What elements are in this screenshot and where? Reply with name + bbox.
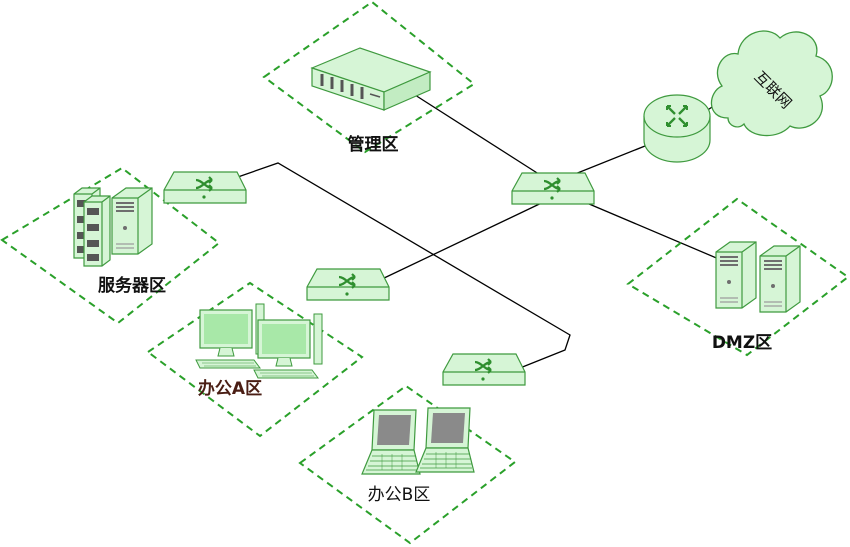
desktop-pc-icon <box>195 303 265 369</box>
tower-server-icon <box>111 187 153 255</box>
router-icon <box>643 94 711 163</box>
tower-server-icon <box>759 245 801 313</box>
zone-server <box>0 166 221 325</box>
laptop-icon <box>361 409 421 475</box>
office-b-switch <box>441 352 527 387</box>
network-links <box>234 89 741 371</box>
cloud-icon <box>710 30 833 137</box>
laptop-icon <box>415 407 475 473</box>
office-a-switch <box>305 267 391 302</box>
link-office-b-switch <box>234 162 571 371</box>
router <box>643 94 711 163</box>
rack-server-icon <box>310 47 432 111</box>
tower-server-icon <box>715 241 757 309</box>
core-switch <box>510 171 596 206</box>
internet-cloud: 互联网 <box>710 30 833 137</box>
switch-icon <box>510 171 596 206</box>
switch-icon <box>305 267 391 302</box>
link-dmz <box>574 197 741 269</box>
zone-office-b <box>298 384 517 545</box>
link-router <box>564 139 661 179</box>
link-office-a-switch <box>379 197 553 281</box>
server-zone-devices: 服务器区 <box>73 187 166 296</box>
switch-icon <box>162 170 248 205</box>
office-a-zone-label: 办公A区 <box>198 378 262 399</box>
office-b-devices: 办公B区 <box>361 407 475 505</box>
switch-icon <box>441 352 527 387</box>
management-server: 管理区 <box>310 47 432 155</box>
server-switch <box>162 170 248 205</box>
link-management <box>414 94 546 179</box>
dmz-devices: DMZ区 <box>712 241 801 353</box>
dmz-zone-label: DMZ区 <box>712 333 772 353</box>
management-zone-label: 管理区 <box>348 134 399 155</box>
server-zone-label: 服务器区 <box>98 275 166 296</box>
zone-management <box>262 0 476 154</box>
zone-dmz <box>626 197 850 357</box>
office-b-zone-label: 办公B区 <box>368 485 431 505</box>
rack-server-icon <box>83 195 111 267</box>
zone-office-a <box>146 281 364 438</box>
office-a-devices: 办公A区 <box>195 303 323 399</box>
